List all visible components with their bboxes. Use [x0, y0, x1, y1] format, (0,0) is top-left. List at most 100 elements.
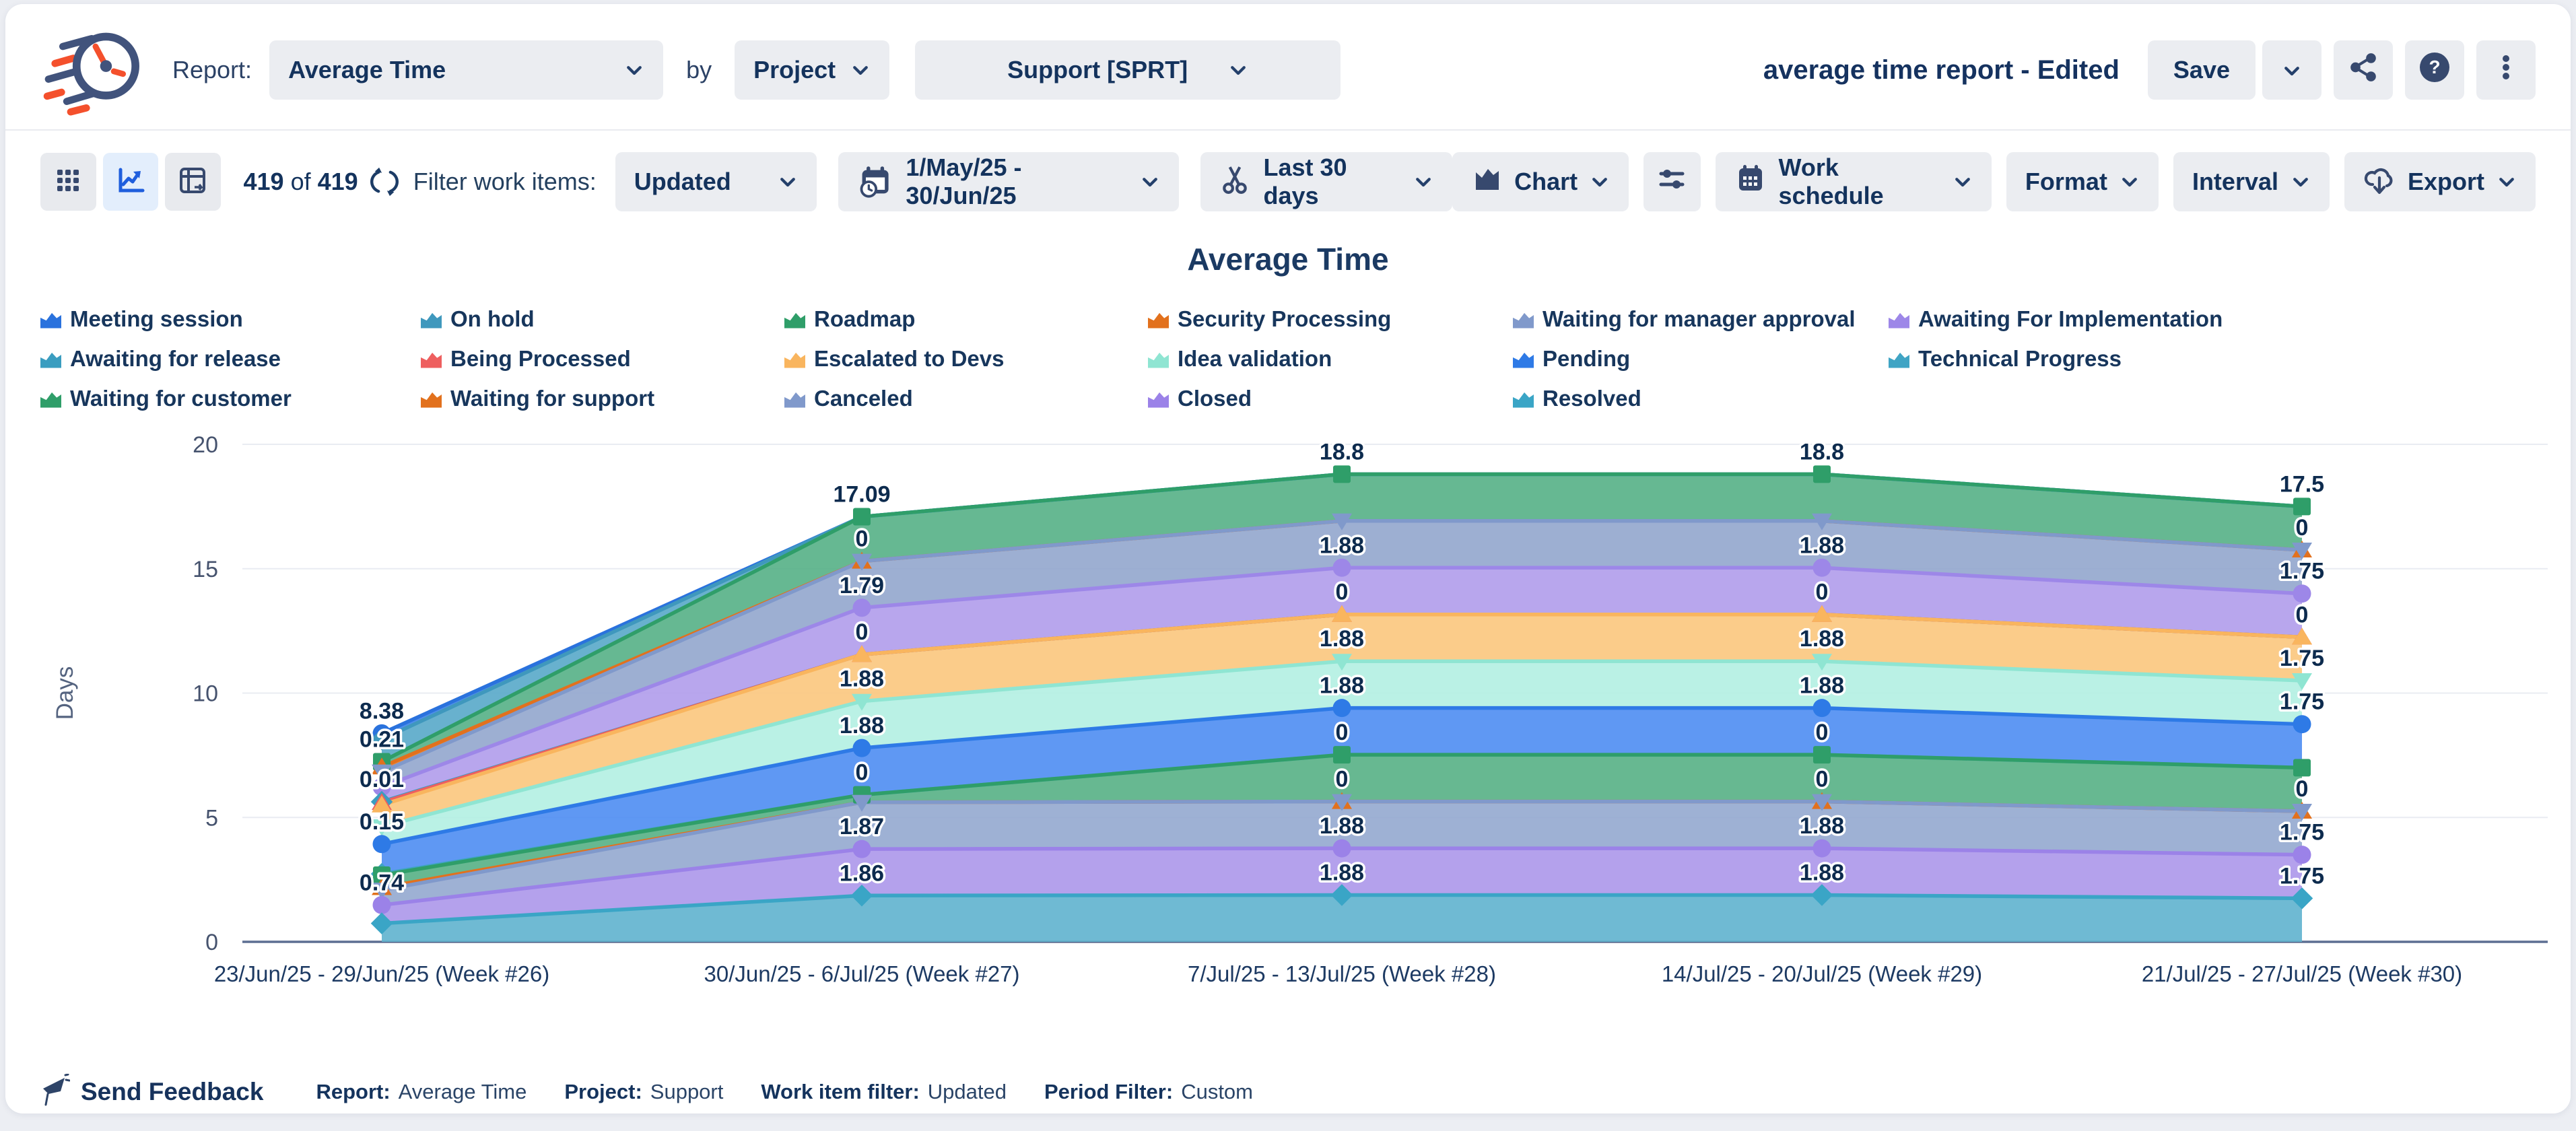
- chart-value-label: 0.01: [360, 767, 404, 792]
- legend-item-awaiting-for-implementation[interactable]: Awaiting For Implementation: [1889, 304, 2223, 334]
- chart-area-band-waiting-for-customer: [382, 755, 2302, 888]
- chart-marker-waiting-for-manager-approval: [852, 553, 872, 571]
- legend-item-security-processing[interactable]: Security Processing: [1148, 304, 1513, 334]
- chart-settings-button[interactable]: [1643, 152, 1701, 211]
- filter-field-select[interactable]: Updated: [615, 152, 817, 211]
- save-button[interactable]: Save: [2147, 40, 2256, 100]
- y-tick-label: 5: [205, 805, 218, 831]
- legend-label: Security Processing: [1178, 306, 1392, 331]
- chart-legend: Meeting session On hold Roadmap Security Pr…: [40, 304, 2223, 413]
- export-button[interactable]: Export: [2344, 152, 2536, 211]
- legend-swatch-icon: [421, 312, 442, 329]
- report-type-select[interactable]: Average Time: [269, 40, 664, 100]
- chevron-down-icon: [1953, 172, 1973, 192]
- chart-marker-roadmap: [1333, 465, 1351, 483]
- chart-value-label: 1.75: [2280, 559, 2324, 584]
- date-range-value: 1/May/25 - 30/Jun/25: [906, 153, 1022, 209]
- chart-value-label: 1.88: [1800, 626, 1844, 652]
- interval-label: Interval: [2192, 168, 2278, 195]
- x-tick-label: 7/Jul/25 - 13/Jul/25 (Week #28): [1188, 961, 1496, 986]
- scissors-icon: [1219, 164, 1250, 201]
- chart-value-label: 0: [2296, 776, 2309, 802]
- x-tick-label: 23/Jun/25 - 29/Jun/25 (Week #26): [214, 961, 549, 986]
- legend-label: Technical Progress: [1918, 346, 2122, 371]
- chart-value-label: 1.87: [840, 814, 884, 839]
- legend-label: Waiting for support: [450, 386, 655, 411]
- chart-value-label: 1.88: [1320, 813, 1364, 839]
- group-by-select[interactable]: Project: [735, 40, 890, 100]
- chart-marker-escalated-to-devs: [1332, 605, 1352, 622]
- chart-value-label: 0: [2296, 602, 2309, 627]
- legend-item-waiting-for-support[interactable]: Waiting for support: [421, 384, 784, 413]
- legend-item-resolved[interactable]: Resolved: [1513, 384, 1889, 413]
- legend-item-closed[interactable]: Closed: [1148, 384, 1513, 413]
- legend-item-meeting-session[interactable]: Meeting session: [40, 304, 421, 334]
- legend-swatch-icon: [784, 312, 805, 329]
- chart-value-label: 0: [1336, 720, 1349, 745]
- legend-label: On hold: [450, 306, 535, 331]
- quick-period-button[interactable]: Last 30 days: [1200, 152, 1453, 211]
- legend-item-escalated-to-devs[interactable]: Escalated to Devs: [784, 344, 1148, 374]
- chart-marker-awaiting-for-implementation: [852, 598, 871, 617]
- legend-swatch-icon: [1148, 392, 1169, 408]
- legend-item-canceled[interactable]: Canceled: [784, 384, 1148, 413]
- grid-icon: [53, 166, 83, 199]
- legend-label: Awaiting for release: [70, 346, 281, 371]
- chevron-down-icon: [2120, 172, 2140, 192]
- work-schedule-button[interactable]: Work schedule: [1715, 152, 1992, 211]
- legend-item-awaiting-for-release[interactable]: Awaiting for release: [40, 344, 421, 374]
- legend-swatch-icon: [40, 392, 61, 408]
- legend-item-waiting-for-manager-approval[interactable]: Waiting for manager approval: [1513, 304, 1889, 334]
- kebab-menu-icon: [2491, 53, 2521, 88]
- view-grid-button[interactable]: [40, 153, 96, 211]
- footer: Send Feedback Report: Average Time Proje…: [40, 1065, 2536, 1119]
- chart-value-label: 1.86: [840, 860, 884, 886]
- legend-item-idea-validation[interactable]: Idea validation: [1148, 344, 1513, 374]
- help-button[interactable]: ?: [2405, 40, 2464, 100]
- chart-area-band-escalated-to-devs: [382, 614, 2302, 827]
- chart-marker-escalated-to-devs: [372, 795, 392, 813]
- summary-value: Support: [650, 1080, 724, 1103]
- chart-value-label: 0: [856, 526, 869, 552]
- legend-swatch-icon: [1513, 392, 1534, 408]
- sliders-icon: [1656, 164, 1687, 201]
- legend-item-being-processed[interactable]: Being Processed: [421, 344, 784, 374]
- export-cloud-icon: [2363, 163, 2396, 201]
- interval-button[interactable]: Interval: [2173, 152, 2330, 211]
- chart-value-label: 1.88: [1320, 533, 1364, 558]
- chart-area-band-awaiting-for-implementation: [382, 568, 2302, 802]
- legend-label: Closed: [1178, 386, 1252, 411]
- chart-marker-closed: [852, 839, 871, 858]
- summary-label: Report:: [316, 1080, 391, 1103]
- chevron-down-icon: [1413, 172, 1433, 192]
- summary-label: Work item filter:: [761, 1080, 920, 1103]
- share-button[interactable]: [2334, 40, 2393, 100]
- format-button[interactable]: Format: [2006, 152, 2159, 211]
- chart-type-button[interactable]: Chart: [1452, 152, 1629, 211]
- chart-value-label: 0: [1336, 767, 1349, 792]
- project-select[interactable]: Support [SPRT]: [915, 40, 1341, 100]
- chart-marker-waiting-for-manager-approval: [2292, 543, 2312, 560]
- legend-item-on-hold[interactable]: On hold: [421, 304, 784, 334]
- legend-item-roadmap[interactable]: Roadmap: [784, 304, 1148, 334]
- refresh-icon[interactable]: [369, 166, 400, 197]
- save-options-button[interactable]: [2262, 40, 2321, 100]
- legend-item-pending[interactable]: Pending: [1513, 344, 1889, 374]
- date-range-button[interactable]: 1/May/25 - 30/Jun/25: [838, 152, 1179, 211]
- chart-marker-pending: [2293, 715, 2311, 734]
- legend-item-waiting-for-customer[interactable]: Waiting for customer: [40, 384, 421, 413]
- calendar-clock-icon: [857, 164, 892, 199]
- legend-swatch-icon: [1889, 312, 1909, 329]
- legend-label: Canceled: [814, 386, 913, 411]
- legend-label: Meeting session: [70, 306, 243, 331]
- legend-swatch-icon: [1148, 352, 1169, 368]
- view-pivot-button[interactable]: [165, 153, 221, 211]
- chart-title: Average Time: [1187, 242, 1389, 277]
- line-chart-icon: [114, 164, 147, 200]
- view-chart-button[interactable]: [102, 153, 158, 211]
- more-menu-button[interactable]: [2476, 40, 2536, 100]
- legend-item-technical-progress[interactable]: Technical Progress: [1889, 344, 2223, 374]
- y-tick-label: 15: [193, 557, 218, 582]
- chevron-down-icon: [778, 172, 798, 192]
- send-feedback-button[interactable]: Send Feedback: [40, 1073, 263, 1111]
